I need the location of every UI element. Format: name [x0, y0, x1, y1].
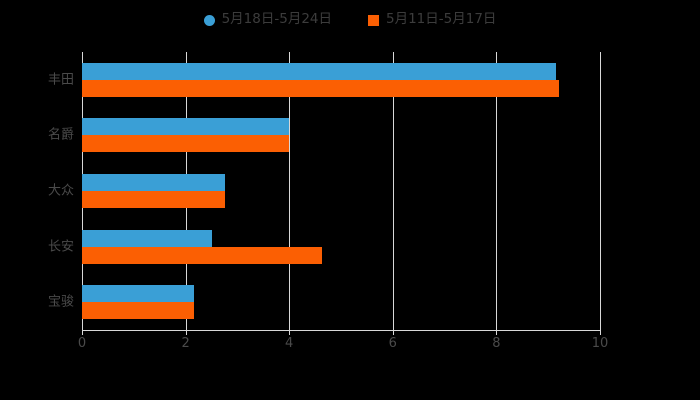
x-tick-label: 0	[77, 336, 87, 351]
bar	[82, 191, 225, 208]
x-tick-mark	[496, 331, 498, 335]
legend-entry[interactable]: 5月11日-5月17日	[368, 13, 496, 27]
y-axis-category-label: 宝骏	[47, 294, 74, 310]
bar	[82, 246, 322, 264]
legend-marker-dot-icon	[203, 14, 215, 26]
x-tick-mark	[600, 331, 601, 335]
bar	[82, 302, 194, 320]
x-tick-label: 10	[591, 336, 609, 351]
gridline	[496, 52, 498, 330]
x-tick-label: 2	[181, 336, 190, 351]
x-axis-line	[82, 330, 601, 331]
chart-legend: 5月18日-5月24日 5月11日-5月17日	[0, 8, 700, 32]
gridline	[600, 52, 601, 330]
y-axis-category-label: 长安	[47, 239, 74, 255]
x-tick-mark	[289, 331, 291, 335]
y-axis-labels: 丰田名爵大众长安宝骏	[0, 52, 74, 330]
gridline	[392, 52, 394, 330]
legend-entry[interactable]: 5月18日-5月24日	[203, 11, 332, 28]
bar	[82, 135, 290, 153]
bar	[82, 79, 559, 97]
bar	[82, 229, 212, 247]
x-tick-label: 6	[388, 336, 397, 351]
bar	[82, 118, 290, 136]
x-tick-mark	[82, 331, 83, 335]
x-tick-mark	[185, 331, 187, 335]
bar	[82, 285, 194, 303]
bar	[82, 174, 225, 191]
y-axis-category-label: 名爵	[47, 127, 74, 143]
legend-label: 5月18日-5月24日	[221, 11, 332, 28]
legend-marker-square-icon	[368, 14, 379, 26]
y-axis-category-label: 大众	[47, 183, 74, 199]
plot-area	[82, 52, 601, 330]
legend-label: 5月11日-5月17日	[386, 11, 497, 28]
bar	[82, 62, 556, 80]
y-axis-category-label: 丰田	[47, 72, 74, 88]
x-tick-label: 4	[285, 336, 294, 351]
gridline	[289, 52, 291, 330]
x-tick-label: 8	[492, 336, 501, 351]
x-tick-mark	[392, 331, 394, 335]
